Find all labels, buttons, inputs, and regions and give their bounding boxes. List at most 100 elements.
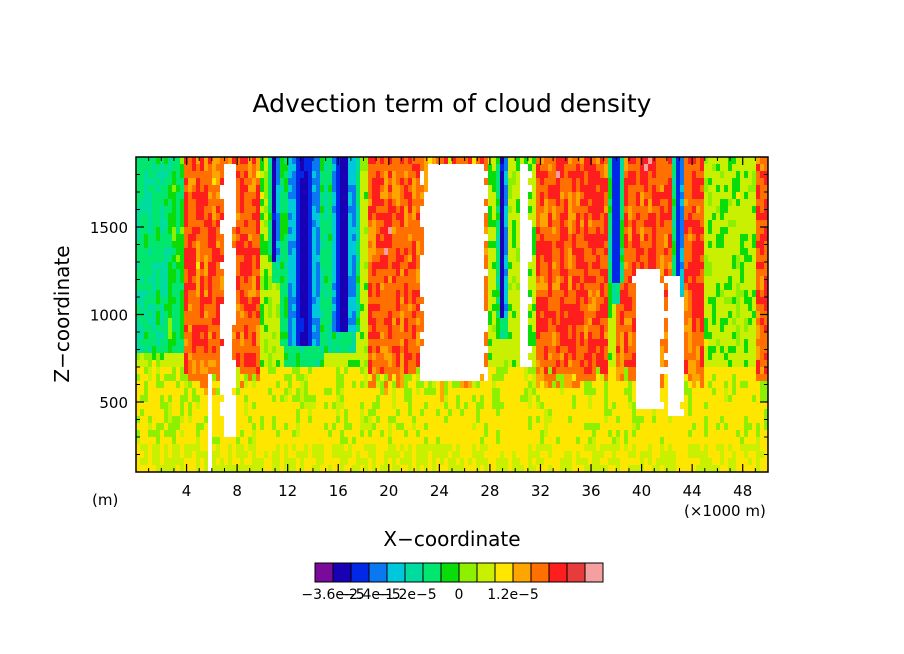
field-cell — [492, 248, 497, 256]
field-cell — [364, 185, 369, 193]
field-cell — [448, 297, 453, 305]
field-cell — [236, 339, 241, 347]
field-cell — [316, 360, 321, 368]
field-cell — [240, 339, 245, 347]
field-cell — [412, 185, 417, 193]
field-cell — [536, 332, 541, 340]
field-cell — [388, 178, 393, 186]
field-cell — [572, 276, 577, 284]
field-cell — [312, 234, 317, 242]
field-cell — [184, 213, 189, 221]
field-cell — [428, 192, 433, 200]
field-cell — [500, 213, 505, 221]
field-cell — [524, 374, 529, 382]
field-cell — [488, 353, 493, 361]
field-cell — [528, 465, 533, 472]
field-cell — [236, 248, 241, 256]
field-cell — [492, 430, 497, 438]
field-cell — [252, 206, 257, 214]
field-cell — [496, 234, 501, 242]
field-cell — [540, 465, 545, 472]
field-cell — [252, 297, 257, 305]
field-cell — [168, 353, 173, 361]
field-cell — [524, 437, 529, 445]
field-cell — [420, 269, 425, 277]
field-cell — [328, 241, 333, 249]
field-cell — [148, 171, 153, 179]
field-cell — [232, 178, 237, 186]
field-cell — [496, 430, 501, 438]
field-cell — [372, 409, 377, 417]
field-cell — [432, 255, 437, 263]
field-cell — [304, 255, 309, 263]
field-cell — [316, 339, 321, 347]
field-cell — [460, 402, 465, 410]
field-cell — [208, 227, 213, 235]
field-cell — [420, 374, 425, 382]
field-cell — [244, 297, 249, 305]
field-cell — [336, 164, 341, 172]
field-cell — [416, 234, 421, 242]
field-cell — [576, 192, 581, 200]
field-cell — [496, 325, 501, 333]
field-cell — [144, 234, 149, 242]
field-cell — [168, 304, 173, 312]
field-cell — [232, 423, 237, 431]
field-cell — [424, 416, 429, 424]
field-cell — [312, 360, 317, 368]
field-cell — [388, 311, 393, 319]
field-cell — [160, 339, 165, 347]
field-cell — [220, 339, 225, 347]
field-cell — [468, 283, 473, 291]
field-cell — [424, 430, 429, 438]
field-cell — [360, 311, 365, 319]
field-cell — [468, 192, 473, 200]
field-cell — [556, 430, 561, 438]
field-cell — [172, 220, 177, 228]
field-cell — [560, 241, 565, 249]
field-cell — [208, 234, 213, 242]
field-cell — [228, 423, 233, 431]
field-cell — [560, 402, 565, 410]
field-cell — [196, 465, 201, 472]
field-cell — [520, 339, 525, 347]
field-cell — [136, 164, 141, 172]
field-cell — [564, 416, 569, 424]
field-cell — [264, 227, 269, 235]
field-cell — [156, 304, 161, 312]
field-cell — [452, 444, 457, 452]
field-cell — [432, 262, 437, 270]
field-cell — [444, 381, 449, 389]
field-cell — [348, 283, 353, 291]
field-cell — [144, 325, 149, 333]
field-cell — [300, 388, 305, 396]
field-cell — [324, 395, 329, 403]
field-cell — [168, 395, 173, 403]
field-cell — [484, 269, 489, 277]
field-cell — [360, 332, 365, 340]
field-cell — [416, 199, 421, 207]
field-cell — [308, 416, 313, 424]
field-cell — [492, 255, 497, 263]
field-cell — [448, 416, 453, 424]
field-cell — [424, 304, 429, 312]
field-cell — [304, 164, 309, 172]
field-cell — [520, 374, 525, 382]
field-cell — [512, 395, 517, 403]
field-cell — [356, 213, 361, 221]
field-cell — [200, 178, 205, 186]
field-cell — [572, 290, 577, 298]
field-cell — [328, 325, 333, 333]
field-cell — [208, 395, 213, 403]
field-cell — [512, 325, 517, 333]
field-cell — [324, 325, 329, 333]
field-cell — [568, 423, 573, 431]
field-cell — [504, 227, 509, 235]
field-cell — [316, 332, 321, 340]
field-cell — [204, 213, 209, 221]
field-cell — [440, 171, 445, 179]
field-cell — [508, 430, 513, 438]
field-cell — [424, 395, 429, 403]
field-cell — [208, 409, 213, 417]
field-cell — [376, 297, 381, 305]
